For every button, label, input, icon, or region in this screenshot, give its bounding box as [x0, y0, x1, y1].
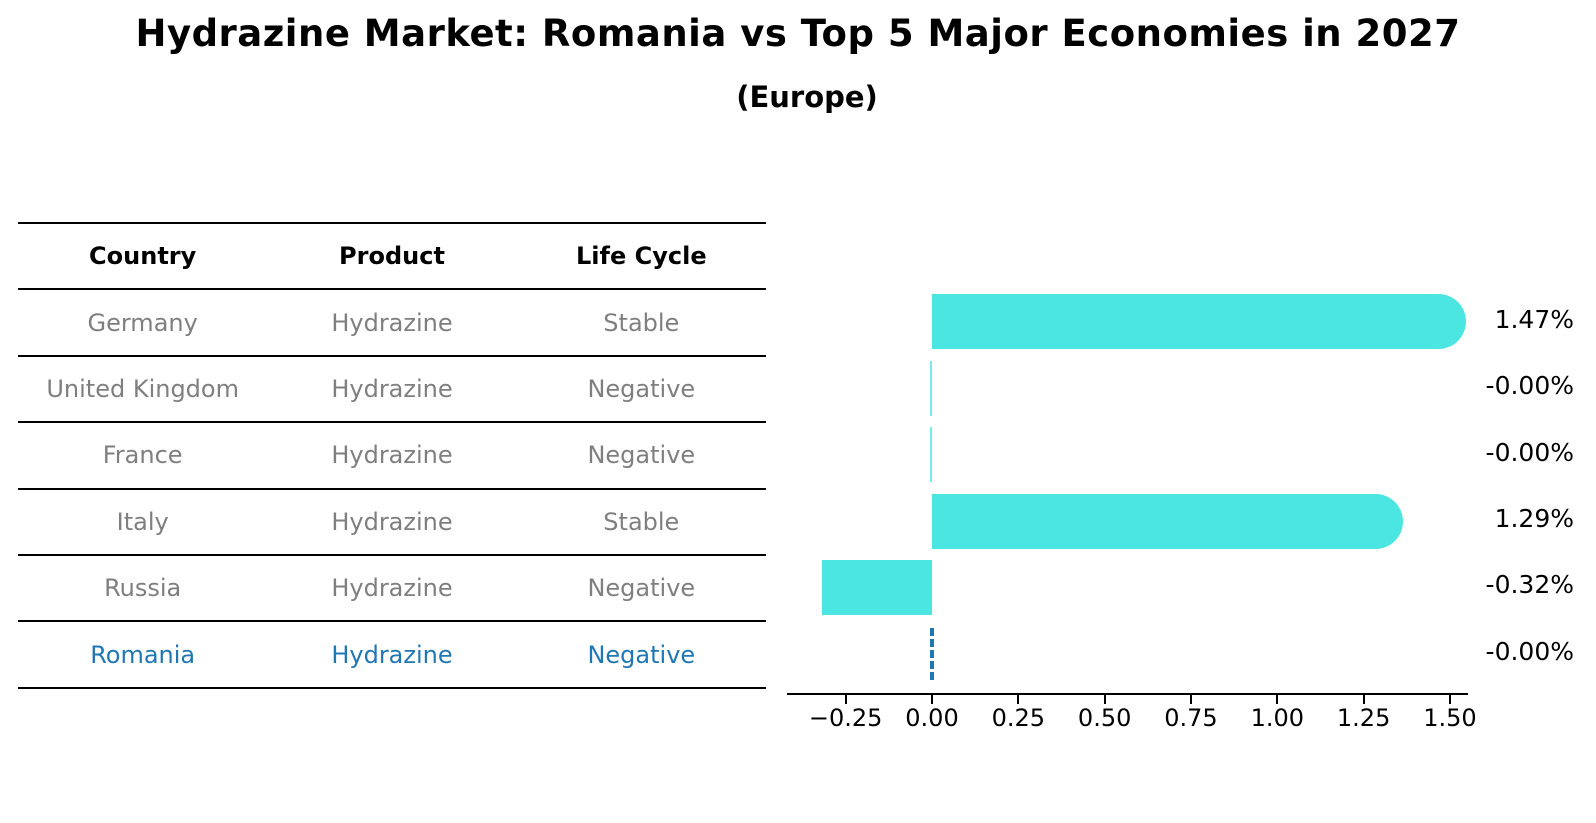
table-cell: Germany	[87, 308, 198, 337]
x-tick-label: −0.25	[808, 704, 883, 732]
x-tick	[1448, 695, 1451, 704]
bar	[932, 294, 1466, 350]
x-tick	[844, 695, 847, 704]
x-tick-label: 0.25	[991, 704, 1046, 732]
x-tick-label: 1.00	[1250, 704, 1305, 732]
x-tick	[1017, 695, 1020, 704]
table-bottom-rule	[18, 686, 766, 689]
table-row: France Hydrazine Negative	[18, 421, 766, 487]
value-label: 1.29%	[1494, 504, 1574, 533]
table-header-row: Country Product Life Cycle	[18, 222, 766, 288]
x-tick-label: 0.75	[1164, 704, 1218, 732]
table-cell: Negative	[587, 574, 696, 603]
value-label: -0.00%	[1485, 371, 1574, 401]
value-label: -0.32%	[1485, 570, 1574, 600]
table-cell: Negative	[587, 640, 696, 669]
table-cell: Russia	[104, 574, 182, 603]
x-tick	[1362, 695, 1365, 704]
table-row: Italy Hydrazine Stable	[18, 487, 766, 554]
x-tick-label: 0.00	[905, 704, 959, 732]
table-row: United Kingdom Hydrazine Negative	[18, 354, 766, 421]
bar	[932, 493, 1404, 549]
x-tick-label: 1.25	[1336, 704, 1391, 732]
x-tick-label: 0.50	[1077, 704, 1132, 732]
table-cell: Romania	[90, 640, 196, 669]
table-cell: Italy	[116, 507, 169, 536]
table-row: Russia Hydrazine Negative	[18, 554, 766, 620]
table-header-cell: Country	[89, 242, 197, 271]
table-cell: United Kingdom	[46, 374, 239, 403]
table-cell: Hydrazine	[331, 507, 453, 536]
value-label: -0.00%	[1485, 636, 1574, 666]
chart-subtitle: (Europe)	[736, 80, 878, 114]
x-tick	[1276, 695, 1279, 704]
table-cell: Negative	[587, 441, 696, 470]
table-cell: Negative	[587, 374, 696, 403]
x-axis	[787, 693, 1468, 695]
table-cell: France	[102, 441, 183, 470]
table-row: Germany Hydrazine Stable	[18, 288, 766, 354]
zero-bar	[930, 427, 932, 483]
table-header-cell: Life Cycle	[576, 242, 707, 271]
table-cell: Hydrazine	[331, 574, 453, 603]
table-cell: Stable	[603, 308, 680, 337]
x-tick	[931, 695, 933, 704]
zero-bar	[930, 360, 932, 416]
x-tick	[1189, 695, 1192, 704]
value-label: 1.47%	[1494, 304, 1574, 334]
chart-title: Hydrazine Market: Romania vs Top 5 Major…	[135, 12, 1461, 55]
table-cell: Hydrazine	[331, 374, 453, 403]
table-cell: Hydrazine	[331, 640, 453, 669]
table-cell: Hydrazine	[331, 441, 453, 470]
highlight-dashed-zero-bar	[930, 627, 934, 680]
bar	[821, 559, 932, 615]
x-tick	[1103, 695, 1106, 704]
table-row: Romania Hydrazine Negative	[18, 620, 766, 686]
value-label: -0.00%	[1485, 437, 1574, 467]
table-cell: Hydrazine	[331, 308, 453, 337]
table-header-cell: Product	[339, 242, 445, 271]
x-tick-label: 1.50	[1423, 704, 1477, 732]
table-cell: Stable	[603, 507, 680, 536]
